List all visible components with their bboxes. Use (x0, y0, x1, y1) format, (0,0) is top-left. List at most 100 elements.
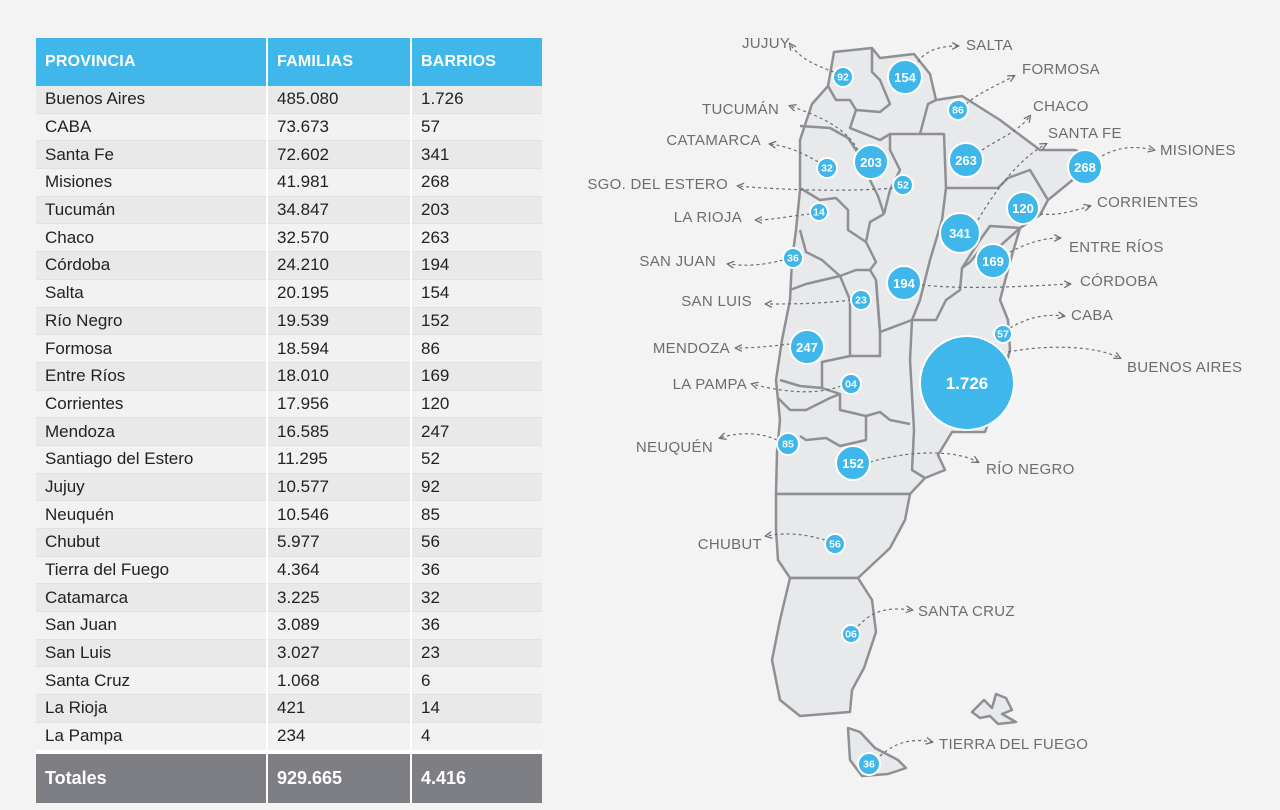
province-label: CABA (1071, 307, 1113, 324)
table-row: Río Negro 19.539 152 (36, 307, 542, 336)
cell-barrios: 56 (411, 528, 542, 557)
leader-arrow-icon (1007, 346, 1120, 358)
bubble-value: 56 (829, 539, 841, 551)
bubble-value: 341 (949, 226, 971, 241)
table-header-row: PROVINCIA FAMILIAS BARRIOS (36, 38, 542, 86)
cell-familias: 3.089 (267, 611, 412, 640)
totals-familias: 929.665 (267, 749, 412, 803)
cell-familias: 10.577 (267, 473, 412, 502)
leader-arrow-icon (977, 144, 1046, 221)
table-body: Buenos Aires 485.080 1.726 CABA 73.673 57 Sant… (36, 86, 542, 753)
province-label: TUCUMÁN (702, 101, 779, 118)
cell-provincia: San Juan (36, 611, 268, 640)
province-marker-formosa: 86 FORMOSA (947, 61, 1100, 121)
cell-provincia: Santa Fe (36, 140, 268, 170)
province-label: SAN LUIS (681, 293, 752, 310)
bubble-value: 36 (863, 759, 875, 771)
bubble-value: 1.726 (946, 374, 989, 393)
value-bubble (782, 247, 804, 269)
province-marker-sgo-del-estero: 52 SGO. DEL ESTERO (587, 174, 914, 196)
leader-arrow-icon (766, 534, 826, 541)
province-marker-entre-rios: 169 ENTRE RÍOS (975, 238, 1163, 279)
table-row: Mendoza 16.585 247 (36, 417, 542, 446)
cell-familias: 3.027 (267, 639, 412, 668)
leader-arrow-icon (756, 213, 811, 220)
cell-familias: 72.602 (267, 140, 412, 170)
header-familias: FAMILIAS (267, 38, 412, 86)
province-marker-buenos-aires: 1.726 BUENOS AIRES (919, 335, 1242, 431)
cell-familias: 3.225 (267, 583, 412, 613)
province-marker-rio-negro: 152 RÍO NEGRO (835, 445, 1074, 481)
cell-barrios: 169 (411, 362, 542, 391)
province-marker-chaco: 263 CHACO (948, 98, 1088, 178)
provinces-table: PROVINCIA FAMILIAS BARRIOS Buenos Aires 4… (36, 38, 542, 803)
bubble-value: 57 (997, 329, 1009, 341)
bubble-value: 04 (845, 379, 857, 391)
cell-familias: 18.594 (267, 334, 412, 363)
cell-barrios: 14 (411, 694, 542, 723)
bubble-value: 247 (796, 340, 818, 355)
table-row: Neuquén 10.546 85 (36, 500, 542, 529)
leader-arrow-icon (965, 76, 1014, 105)
cell-familias: 11.295 (267, 445, 412, 474)
value-bubble (887, 59, 923, 95)
province-marker-chubut: 56 CHUBUT (698, 534, 846, 555)
bubble-value: 154 (894, 70, 916, 85)
table-row: Buenos Aires 485.080 1.726 (36, 86, 542, 114)
value-bubble (776, 432, 800, 456)
bubble-value: 36 (787, 253, 799, 265)
map-annotations: 92 JUJUY 154 SALTA 86 FORMOSA 203 TUCUMÁN 263 CHA… (587, 35, 1242, 776)
cell-provincia: Entre Ríos (36, 362, 268, 391)
cell-barrios: 57 (411, 113, 542, 142)
province-label: CHUBUT (698, 536, 762, 553)
leader-arrow-icon (770, 144, 819, 163)
table-row: Córdoba 24.210 194 (36, 251, 542, 280)
cell-provincia: Tucumán (36, 196, 268, 225)
province-label: SGO. DEL ESTERO (587, 176, 728, 193)
cell-barrios: 341 (411, 140, 542, 170)
bubble-value: 194 (893, 276, 915, 291)
province-label: SAN JUAN (639, 253, 716, 270)
table-row: San Juan 3.089 36 (36, 611, 542, 640)
province-marker-salta: 154 SALTA (887, 37, 1012, 95)
cell-provincia: Río Negro (36, 307, 268, 336)
cell-provincia: Tierra del Fuego (36, 556, 268, 585)
bubble-value: 263 (955, 153, 977, 168)
cell-barrios: 203 (411, 196, 542, 225)
leader-arrow-icon (869, 452, 978, 462)
bubble-value: 85 (782, 439, 794, 451)
bubble-value: 92 (837, 72, 849, 84)
bubble-value: 52 (897, 180, 909, 192)
header-barrios: BARRIOS (411, 38, 542, 86)
province-label: JUJUY (742, 35, 790, 52)
bubble-value: 268 (1074, 160, 1096, 175)
value-bubble (841, 624, 861, 644)
province-marker-mendoza: 247 MENDOZA (653, 329, 825, 365)
value-bubble (947, 99, 969, 121)
table-row: Tucumán 34.847 203 (36, 196, 542, 225)
cell-barrios: 120 (411, 390, 542, 419)
cell-barrios: 247 (411, 417, 542, 446)
table-row: Santiago del Estero 11.295 52 (36, 445, 542, 474)
bubble-value: 06 (845, 629, 857, 641)
value-bubble (1067, 149, 1103, 185)
cell-provincia: La Pampa (36, 722, 268, 753)
province-marker-tucuman: 203 TUCUMÁN (702, 101, 889, 180)
province-marker-san-luis: 23 SAN LUIS (681, 289, 872, 311)
cell-familias: 20.195 (267, 279, 412, 308)
province-marker-jujuy: 92 JUJUY (742, 35, 854, 88)
leader-arrow-icon (738, 186, 894, 191)
cell-provincia: La Rioja (36, 694, 268, 723)
cell-provincia: CABA (36, 113, 268, 142)
cell-barrios: 263 (411, 223, 542, 253)
cell-familias: 24.210 (267, 251, 412, 280)
table-row: Entre Ríos 18.010 169 (36, 362, 542, 391)
header-provincia: PROVINCIA (36, 38, 268, 86)
leader-arrow-icon (736, 343, 791, 348)
cell-barrios: 85 (411, 500, 542, 529)
province-marker-corrientes: 120 CORRIENTES (1006, 191, 1198, 225)
province-label: FORMOSA (1022, 61, 1100, 78)
province-label: SANTA CRUZ (918, 603, 1015, 620)
province-marker-tierra-del-fuego: 36 TIERRA DEL FUEGO (857, 736, 1088, 776)
leader-arrow-icon (981, 116, 1030, 151)
